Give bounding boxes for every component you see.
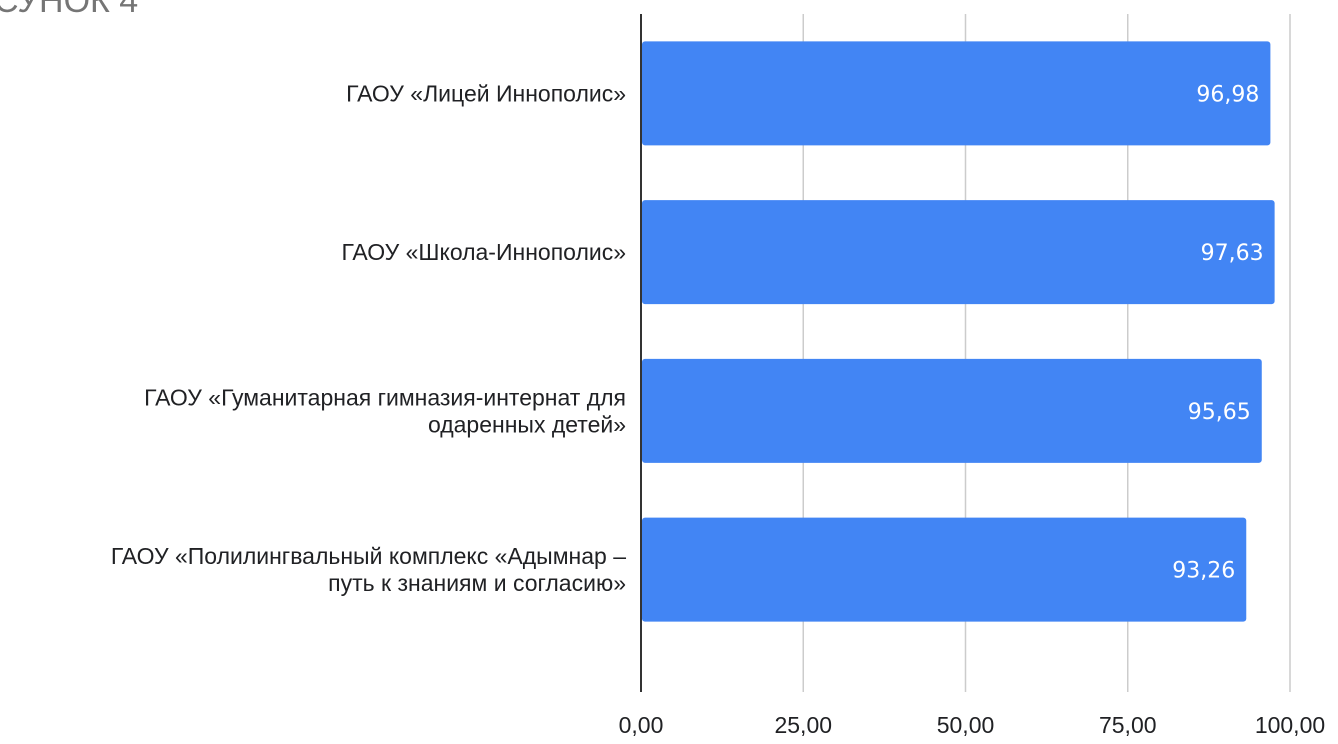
category-label: путь к знаниям и согласию» bbox=[328, 570, 626, 596]
x-tick-label: 50,00 bbox=[937, 712, 995, 738]
bar bbox=[642, 517, 1247, 622]
bars bbox=[642, 41, 1275, 622]
bar bbox=[642, 41, 1271, 146]
bar-value-label: 95,65 bbox=[1188, 400, 1251, 425]
bar-value-label: 97,63 bbox=[1201, 241, 1264, 266]
bar bbox=[642, 358, 1262, 463]
category-label: ГАОУ «Школа-Иннополис» bbox=[341, 239, 626, 265]
category-label: ГАОУ «Полилингвальный комплекс «Адымнар … bbox=[111, 543, 626, 569]
category-label: ГАОУ «Гуманитарная гимназия-интернат для bbox=[144, 384, 626, 410]
x-tick-label: 0,00 bbox=[619, 712, 664, 738]
labels: 0,00 25,00 50,00 75,00 100,00 96,98 ГАОУ «Лице… bbox=[111, 80, 1325, 738]
chart-title-fragment: СУНОК 4 bbox=[0, 0, 139, 20]
bar-value-label: 96,98 bbox=[1196, 82, 1259, 107]
x-tick-label: 75,00 bbox=[1099, 712, 1157, 738]
bar bbox=[642, 200, 1275, 305]
category-label: ГАОУ «Лицей Иннополис» bbox=[346, 80, 626, 106]
x-tick-label: 25,00 bbox=[774, 712, 832, 738]
x-tick-label: 100,00 bbox=[1255, 712, 1325, 738]
bar-value-label: 93,26 bbox=[1172, 559, 1235, 584]
category-label: одаренных детей» bbox=[428, 411, 626, 437]
